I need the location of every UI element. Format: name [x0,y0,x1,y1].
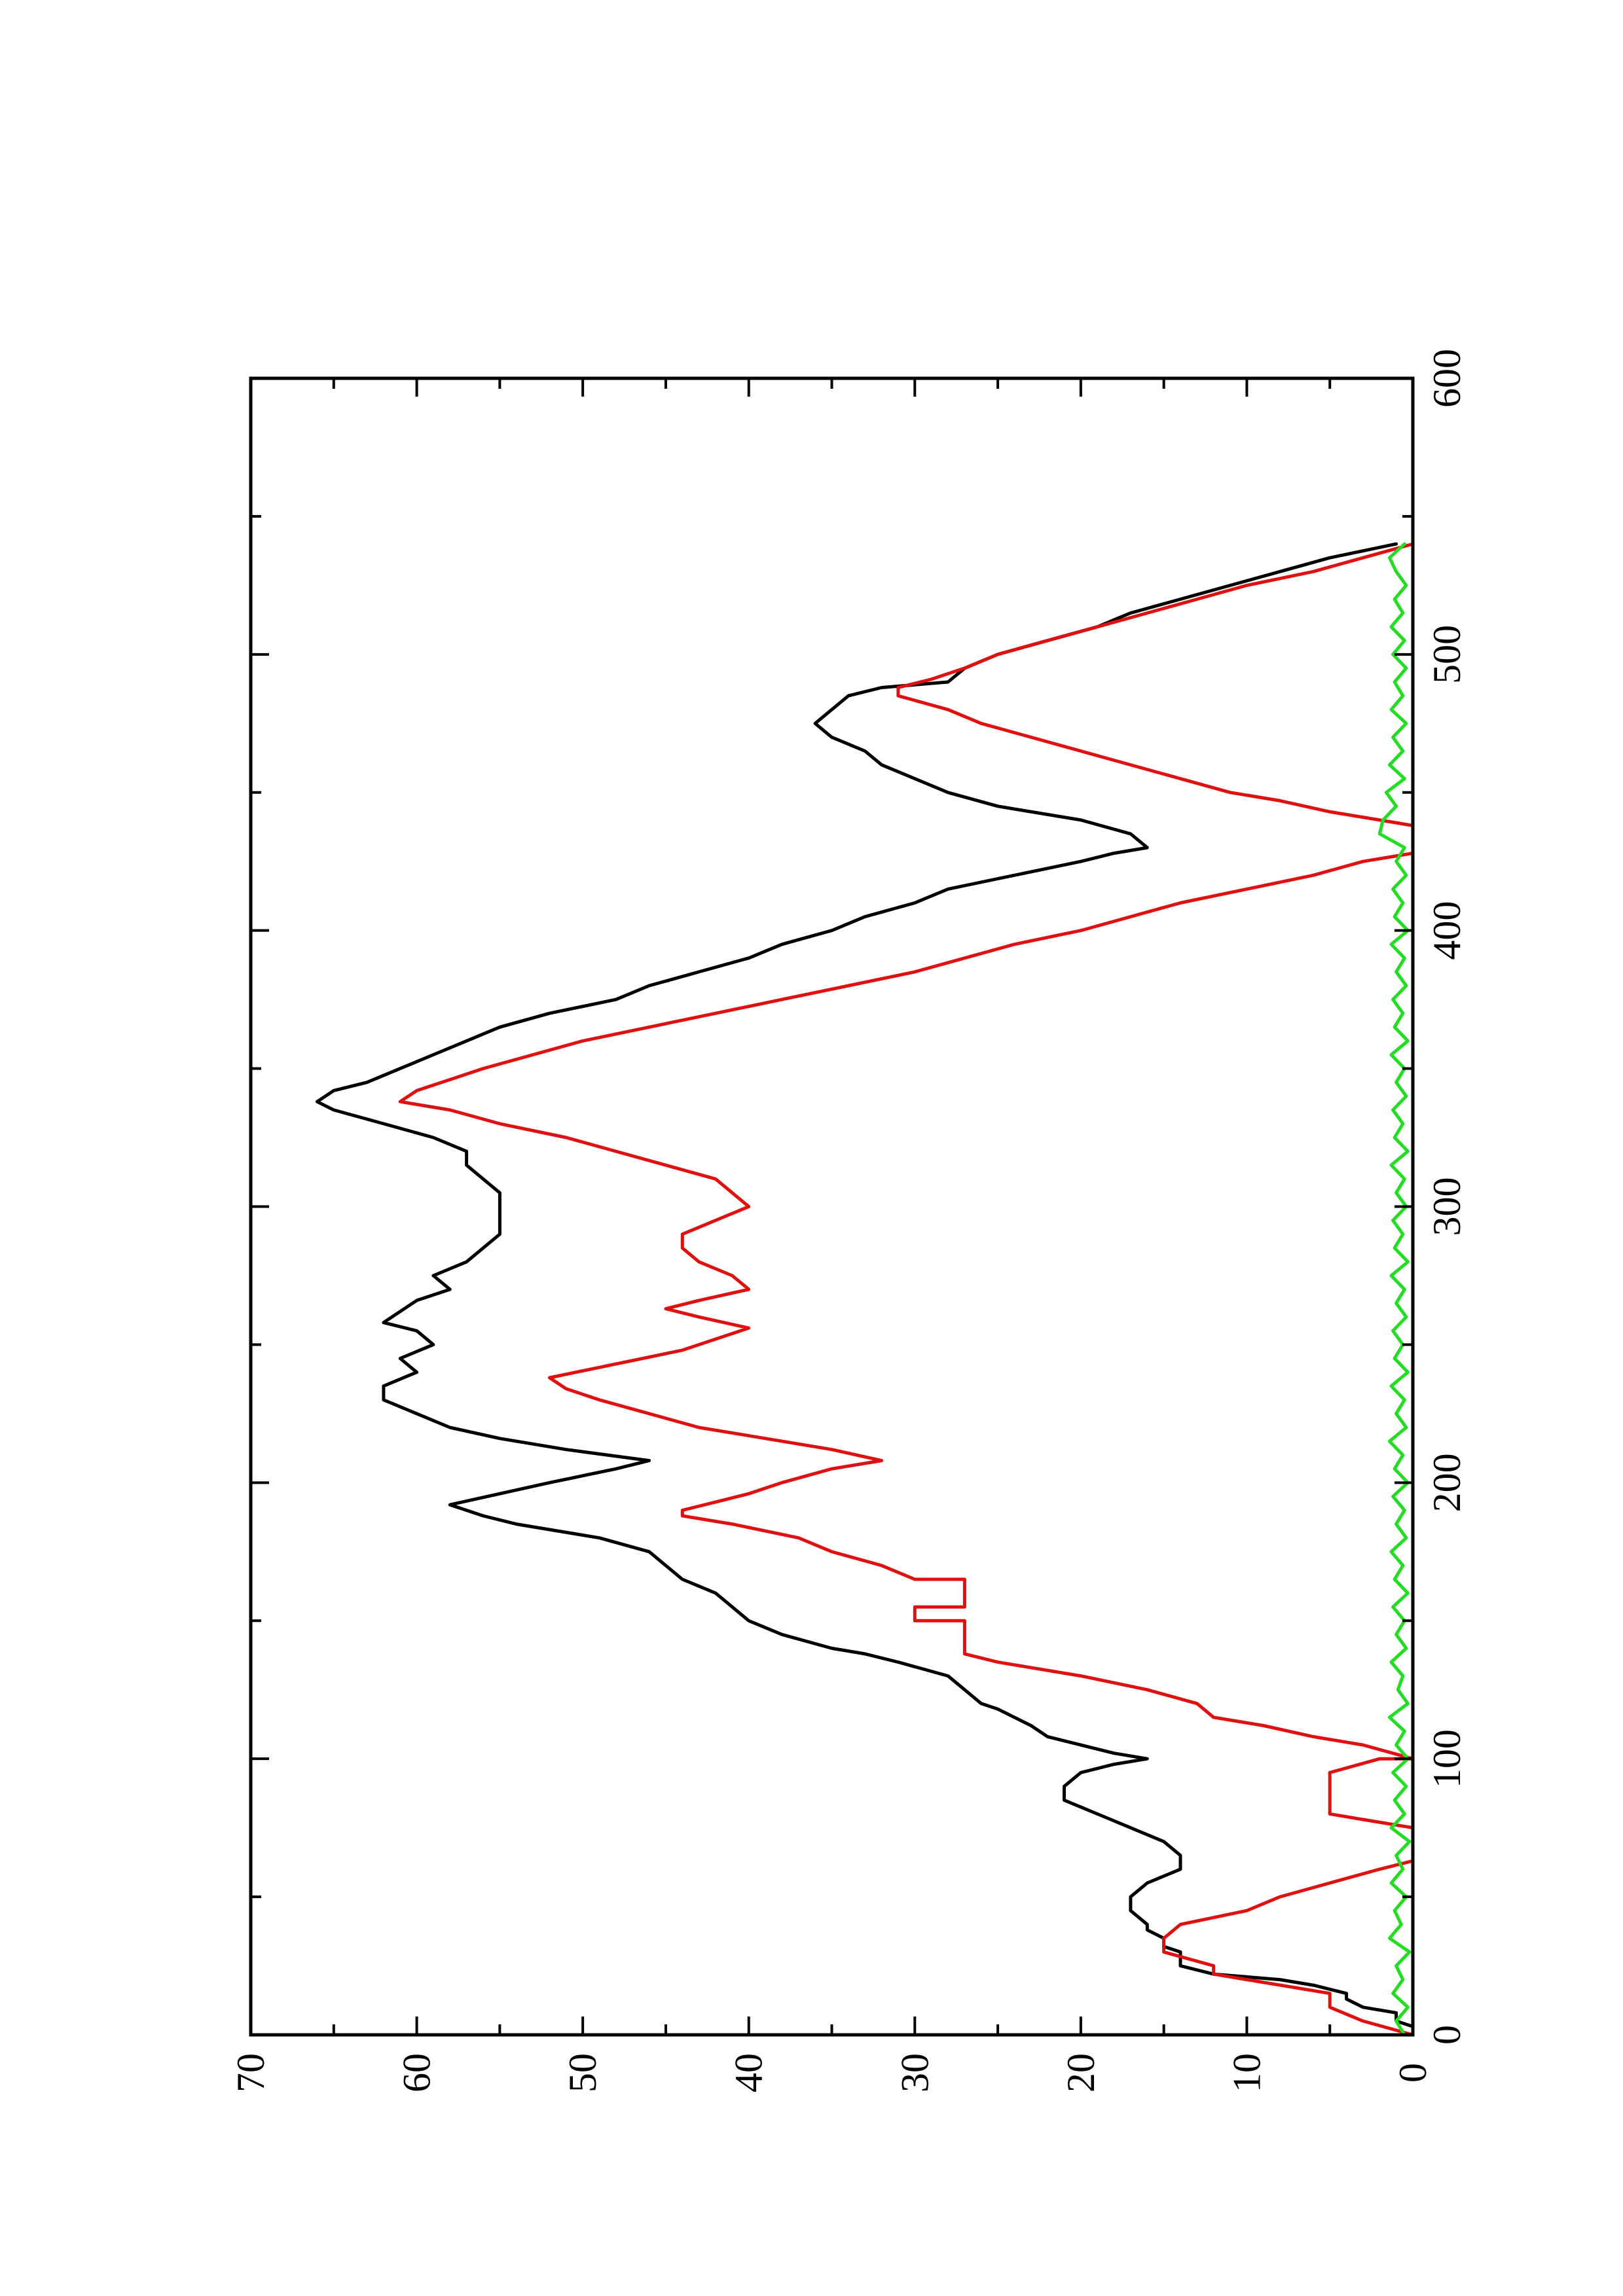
y-tick-label: 10 [1225,2053,1268,2092]
tick-layer [249,377,1414,2036]
series-line-0 [315,542,1415,2037]
series-line-2 [1377,542,1412,2037]
y-tick-label: 70 [229,2053,272,2092]
y-tick-label: 40 [727,2053,771,2092]
tick-label-layer: 0 100 200 300 400 500 600 0 10 20 30 40 50 60 70 [229,349,1468,2092]
x-tick-label: 400 [1425,901,1468,960]
x-tick-label: 300 [1425,1177,1468,1236]
x-tick-label: 100 [1425,1729,1468,1788]
x-tick-label: 0 [1425,2025,1468,2045]
y-tick-label: 20 [1059,2053,1103,2092]
x-tick-label: 200 [1425,1453,1468,1512]
y-tick-label: 60 [395,2053,439,2092]
x-tick-label: 500 [1425,625,1468,684]
y-tick-label: 50 [561,2053,604,2092]
x-tick-label: 600 [1425,349,1468,408]
y-tick-label: 30 [893,2053,936,2092]
y-tick-label: 0 [1391,2063,1434,2083]
